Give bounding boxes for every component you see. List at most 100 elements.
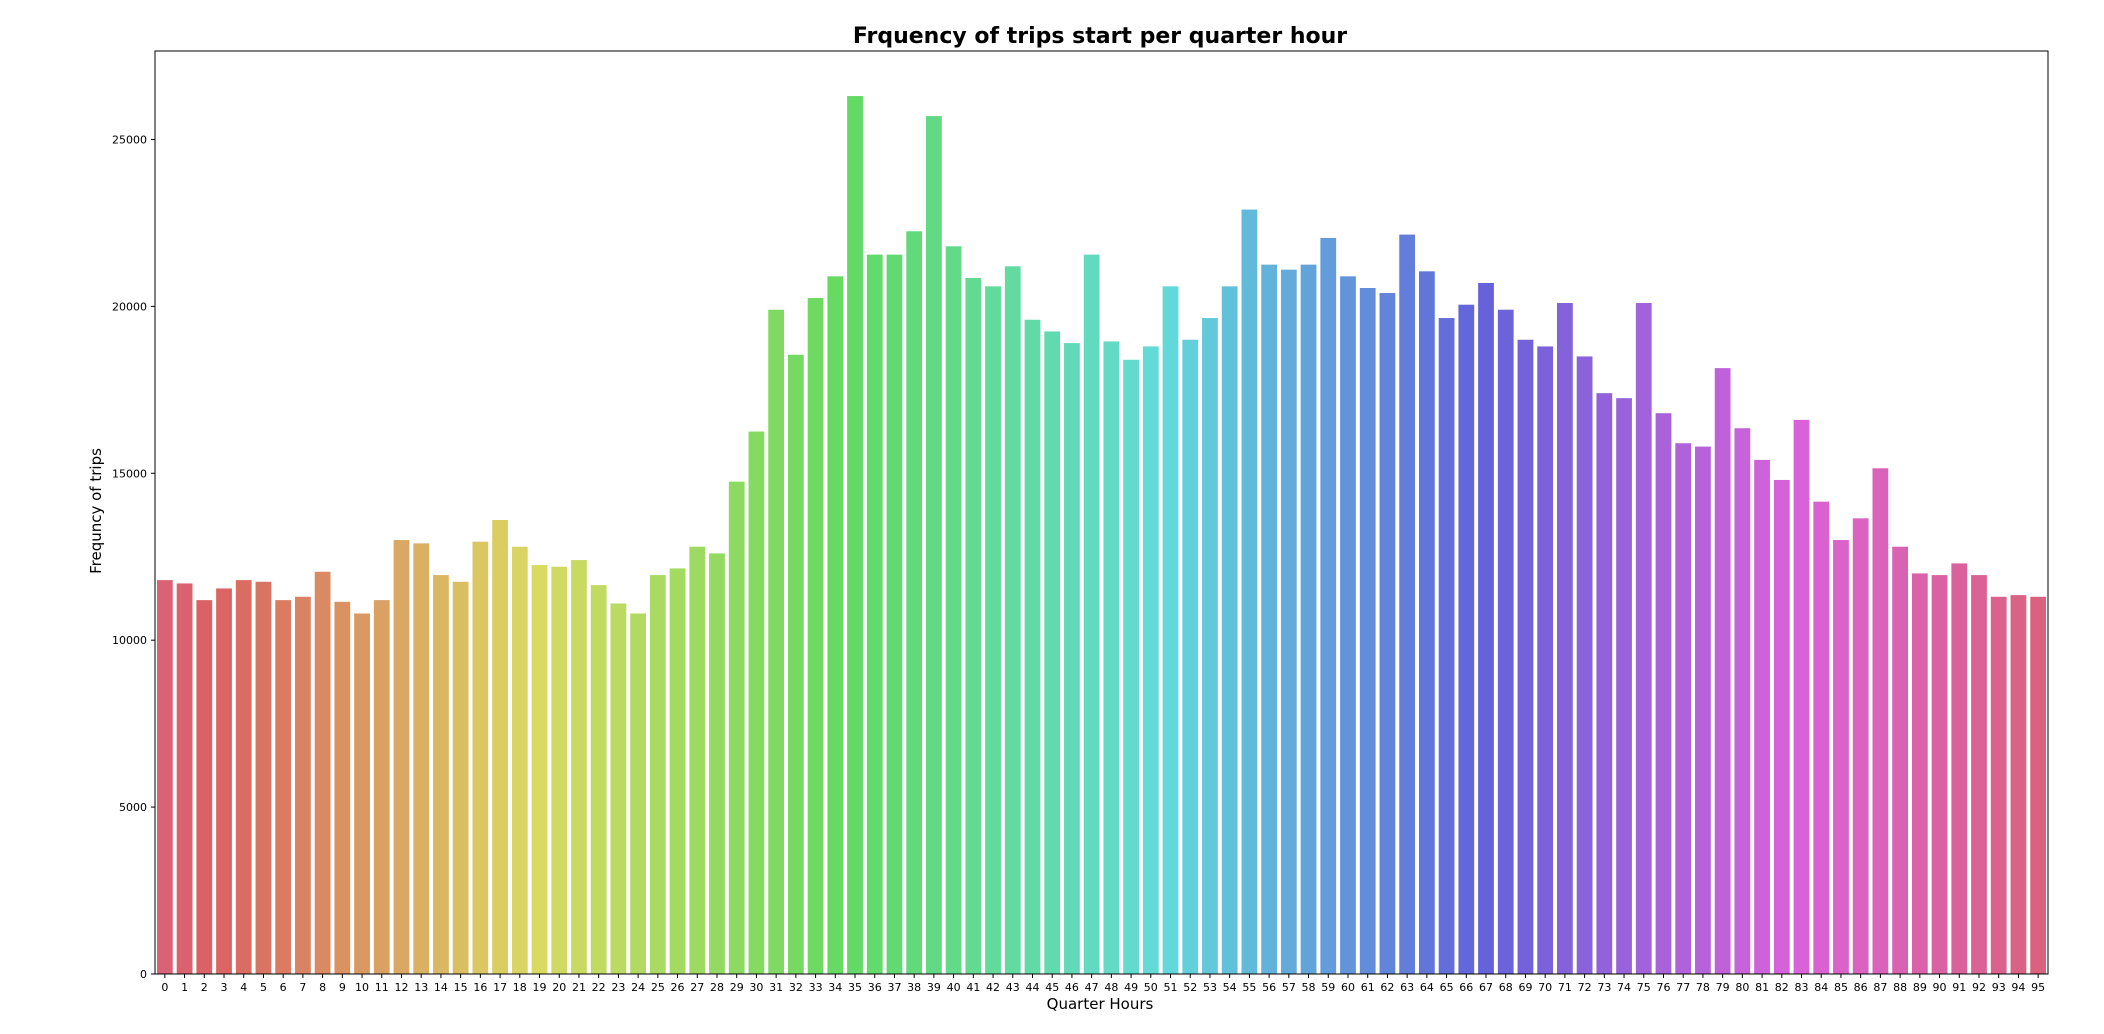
bar-29 <box>728 481 745 974</box>
x-tick-label: 56 <box>1262 981 1276 994</box>
bar-2 <box>196 600 213 974</box>
bar-55 <box>1241 209 1258 975</box>
bar-42 <box>985 286 1001 974</box>
x-axis-label: Quarter Hours <box>1047 995 1154 1013</box>
x-tick-label: 63 <box>1400 981 1414 994</box>
bar-9 <box>334 601 351 974</box>
bar-89 <box>1911 573 1928 974</box>
bar-30 <box>748 431 765 974</box>
x-tick-label: 25 <box>651 981 665 994</box>
bar-15 <box>452 581 469 974</box>
x-tick-label: 79 <box>1716 981 1730 994</box>
x-tick-label: 70 <box>1538 981 1552 994</box>
bar-34 <box>827 276 844 974</box>
bar-33 <box>807 298 824 974</box>
x-tick-label: 82 <box>1775 981 1789 994</box>
x-tick-label: 2 <box>201 981 208 994</box>
bar-92 <box>1971 575 1987 974</box>
x-tick-label: 33 <box>809 981 823 994</box>
x-tick-label: 16 <box>473 981 487 994</box>
bar-90 <box>1931 575 1948 974</box>
chart-title: Frquency of trips start per quarter hour <box>853 24 1347 49</box>
bar-31 <box>768 309 785 975</box>
bar-36 <box>866 254 883 974</box>
x-tick-label: 8 <box>319 981 326 994</box>
bar-71 <box>1557 303 1573 974</box>
bar-65 <box>1438 318 1455 974</box>
bar-4 <box>235 580 252 974</box>
x-tick-label: 93 <box>1992 981 2006 994</box>
bar-85 <box>1833 540 1849 974</box>
x-tick-label: 74 <box>1617 981 1631 994</box>
bar-79 <box>1714 368 1731 975</box>
bar-7 <box>295 596 311 974</box>
bar-11 <box>373 600 390 974</box>
x-tick-label: 21 <box>572 981 586 994</box>
bar-49 <box>1123 359 1139 974</box>
bar-83 <box>1793 419 1810 974</box>
x-tick-label: 67 <box>1479 981 1493 994</box>
x-tick-label: 11 <box>375 981 389 994</box>
x-tick-label: 4 <box>240 981 247 994</box>
bar-53 <box>1202 318 1218 974</box>
y-tick-label: 0 <box>140 968 147 981</box>
x-tick-label: 51 <box>1164 981 1178 994</box>
x-tick-label: 38 <box>907 981 921 994</box>
bar-61 <box>1359 288 1376 974</box>
x-tick-label: 50 <box>1144 981 1158 994</box>
x-tick-label: 10 <box>355 981 369 994</box>
bar-75 <box>1635 303 1652 974</box>
x-tick-label: 52 <box>1183 981 1197 994</box>
bar-77 <box>1675 443 1692 974</box>
bar-48 <box>1103 341 1120 974</box>
bar-68 <box>1497 309 1514 975</box>
bar-87 <box>1872 468 1889 974</box>
bar-56 <box>1261 264 1277 974</box>
x-tick-label: 15 <box>454 981 468 994</box>
x-tick-label: 19 <box>533 981 547 994</box>
y-tick-label: 10000 <box>112 634 147 647</box>
x-tick-label: 9 <box>339 981 346 994</box>
y-tick-label: 25000 <box>112 133 147 146</box>
x-tick-label: 69 <box>1518 981 1532 994</box>
x-tick-label: 58 <box>1302 981 1316 994</box>
bar-69 <box>1517 339 1534 974</box>
bar-41 <box>965 277 982 974</box>
x-tick-label: 7 <box>299 981 306 994</box>
x-tick-label: 18 <box>513 981 527 994</box>
bar-37 <box>886 254 903 974</box>
x-tick-label: 92 <box>1972 981 1986 994</box>
bar-63 <box>1399 234 1416 974</box>
bar-74 <box>1616 398 1632 974</box>
x-tick-label: 76 <box>1656 981 1670 994</box>
x-tick-label: 75 <box>1637 981 1651 994</box>
bar-52 <box>1182 339 1199 974</box>
bar-72 <box>1576 356 1593 974</box>
x-tick-label: 64 <box>1420 981 1434 994</box>
bar-32 <box>787 354 804 974</box>
x-tick-label: 49 <box>1124 981 1138 994</box>
bar-46 <box>1064 343 1080 974</box>
bar-93 <box>1990 596 2007 974</box>
x-tick-label: 40 <box>947 981 961 994</box>
x-tick-label: 53 <box>1203 981 1217 994</box>
x-tick-label: 72 <box>1578 981 1592 994</box>
bar-5 <box>255 581 272 974</box>
x-tick-label: 0 <box>161 981 168 994</box>
bar-3 <box>216 588 232 974</box>
x-tick-label: 26 <box>671 981 685 994</box>
bar-6 <box>275 600 292 974</box>
y-tick-label: 20000 <box>112 300 147 313</box>
x-tick-label: 48 <box>1104 981 1118 994</box>
x-tick-label: 68 <box>1499 981 1513 994</box>
x-tick-label: 17 <box>493 981 507 994</box>
y-tick-label: 15000 <box>112 467 147 480</box>
bar-1 <box>176 583 193 974</box>
x-tick-label: 54 <box>1223 981 1237 994</box>
x-tick-label: 91 <box>1952 981 1966 994</box>
bar-43 <box>1004 266 1021 974</box>
x-tick-label: 89 <box>1913 981 1927 994</box>
x-tick-label: 12 <box>394 981 408 994</box>
bar-47 <box>1083 254 1100 974</box>
